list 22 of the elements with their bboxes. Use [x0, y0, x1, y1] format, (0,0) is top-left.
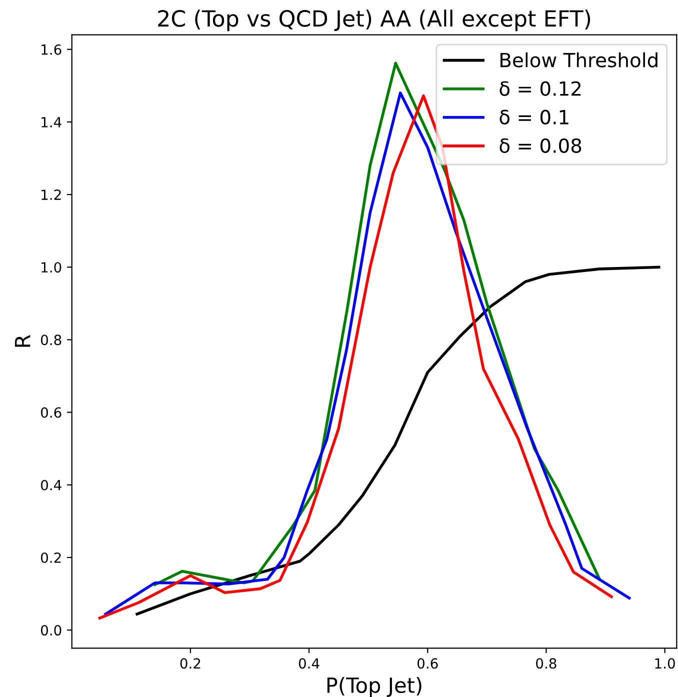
x-tick-label: 0.8	[536, 658, 556, 669]
y-axis-title: R	[14, 334, 30, 347]
y-tick-label: 1.6	[42, 44, 62, 55]
x-tick-label: 0.4	[298, 658, 320, 669]
chart-title: 2C (Top vs QCD Jet) AA (All except EFT)	[158, 10, 590, 32]
y-tick-label: 0.0	[40, 625, 62, 636]
x-tick-label: 1.0	[655, 658, 675, 669]
y-tick-label: 0.6	[40, 407, 62, 418]
y-tick-label: 0.8	[40, 334, 62, 346]
y-tick-label: 0.4	[40, 480, 62, 490]
line-series	[136, 266, 660, 616]
y-tick-label: 1.2	[42, 190, 61, 200]
legend-label: δ = 0.08	[500, 138, 582, 154]
legend-label: δ = 0.12	[500, 81, 581, 96]
y-tick-label: 1.4	[42, 117, 62, 128]
x-tick-label: 0.2	[180, 658, 200, 669]
y-tick-label: 0.2	[40, 552, 61, 563]
legend-label: Below Threshold	[500, 52, 658, 68]
y-tick-label: 1.0	[42, 262, 62, 273]
x-tick-label: 0.6	[417, 658, 438, 669]
legend-label: δ = 0.1	[500, 110, 568, 124]
x-axis-title: P(Top Jet)	[327, 676, 422, 697]
